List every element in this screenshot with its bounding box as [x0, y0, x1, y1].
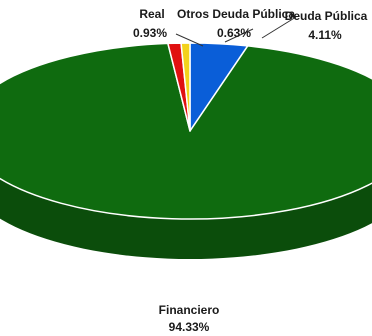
pie-slice-otros-deuda-publica — [180, 42, 191, 132]
slice-label-otros-name: Otros Deuda Pública — [177, 7, 295, 21]
slice-label-otros-value: 0.63% — [217, 26, 251, 40]
pie-side-financiero — [0, 178, 372, 259]
pie-depth-sides — [0, 178, 372, 259]
leader-line-deuda-publica — [261, 16, 297, 39]
pie-slices — [0, 42, 372, 220]
leader-line-real — [175, 33, 204, 47]
slice-label-deuda-name: Deuda Pública — [285, 9, 368, 23]
slice-label-financiero-name: Financiero — [159, 303, 220, 317]
leader-line-otros-deuda-publica — [224, 28, 254, 43]
slice-label-real-name: Real — [139, 7, 164, 21]
slice-label-deuda-value: 4.11% — [308, 28, 342, 42]
leader-lines — [175, 16, 297, 47]
slice-label-real-value: 0.93% — [133, 26, 167, 40]
slice-label-financiero-value: 94.33% — [169, 320, 210, 334]
pie-slice-financiero — [0, 42, 372, 220]
